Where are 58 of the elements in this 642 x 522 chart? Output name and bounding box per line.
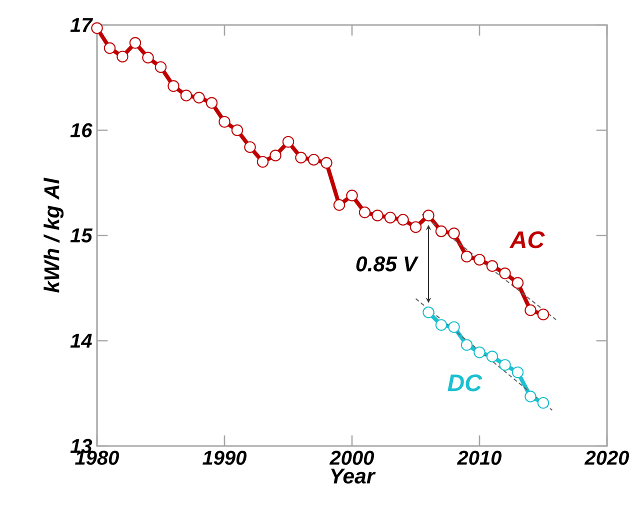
point bbox=[180, 90, 192, 102]
x-tick-label: 2020 bbox=[584, 450, 630, 465]
series-label: AC bbox=[509, 231, 545, 248]
point bbox=[474, 254, 486, 266]
point bbox=[410, 221, 422, 233]
point bbox=[104, 42, 116, 54]
point bbox=[486, 350, 498, 362]
point bbox=[460, 250, 473, 262]
x-axis-title: Year bbox=[331, 468, 376, 484]
point bbox=[282, 136, 294, 148]
point bbox=[206, 97, 218, 109]
point bbox=[218, 116, 230, 128]
point bbox=[448, 321, 460, 333]
point bbox=[168, 80, 180, 92]
x-tick-label: 2010 bbox=[456, 450, 502, 465]
point bbox=[499, 359, 511, 371]
point bbox=[142, 52, 154, 64]
y-axis-title: kWh / kg Al bbox=[44, 178, 64, 293]
point bbox=[244, 141, 256, 153]
point bbox=[537, 396, 550, 409]
point bbox=[486, 260, 498, 272]
y-tick-label: 15 bbox=[70, 228, 93, 242]
point bbox=[346, 190, 358, 202]
point bbox=[512, 276, 524, 289]
point bbox=[422, 306, 434, 318]
point bbox=[358, 206, 371, 218]
point bbox=[231, 124, 244, 136]
point bbox=[524, 390, 536, 402]
point bbox=[193, 92, 205, 104]
point bbox=[397, 214, 409, 226]
annotation: 0.85 V bbox=[356, 256, 419, 272]
point bbox=[460, 339, 473, 351]
point bbox=[320, 157, 332, 169]
y-tick-label: 17 bbox=[70, 18, 94, 32]
point bbox=[435, 225, 448, 238]
point bbox=[435, 319, 448, 331]
point bbox=[422, 210, 434, 222]
point bbox=[129, 37, 142, 49]
y-tick-label: 14 bbox=[70, 334, 92, 348]
point bbox=[512, 366, 524, 378]
point bbox=[372, 210, 384, 222]
point bbox=[154, 61, 167, 73]
point bbox=[116, 50, 128, 62]
x-tick-label: 1990 bbox=[202, 450, 247, 465]
point bbox=[537, 308, 550, 320]
point bbox=[524, 304, 536, 316]
point bbox=[333, 199, 346, 211]
y-tick-label: 16 bbox=[70, 123, 92, 138]
x-tick-label: 2000 bbox=[329, 450, 374, 465]
point bbox=[295, 152, 307, 164]
series-label: DC bbox=[448, 374, 482, 392]
point bbox=[474, 346, 486, 358]
point bbox=[448, 228, 460, 240]
point bbox=[270, 150, 282, 162]
point bbox=[256, 156, 269, 168]
point bbox=[499, 268, 511, 280]
point bbox=[308, 154, 320, 166]
point bbox=[384, 212, 396, 224]
